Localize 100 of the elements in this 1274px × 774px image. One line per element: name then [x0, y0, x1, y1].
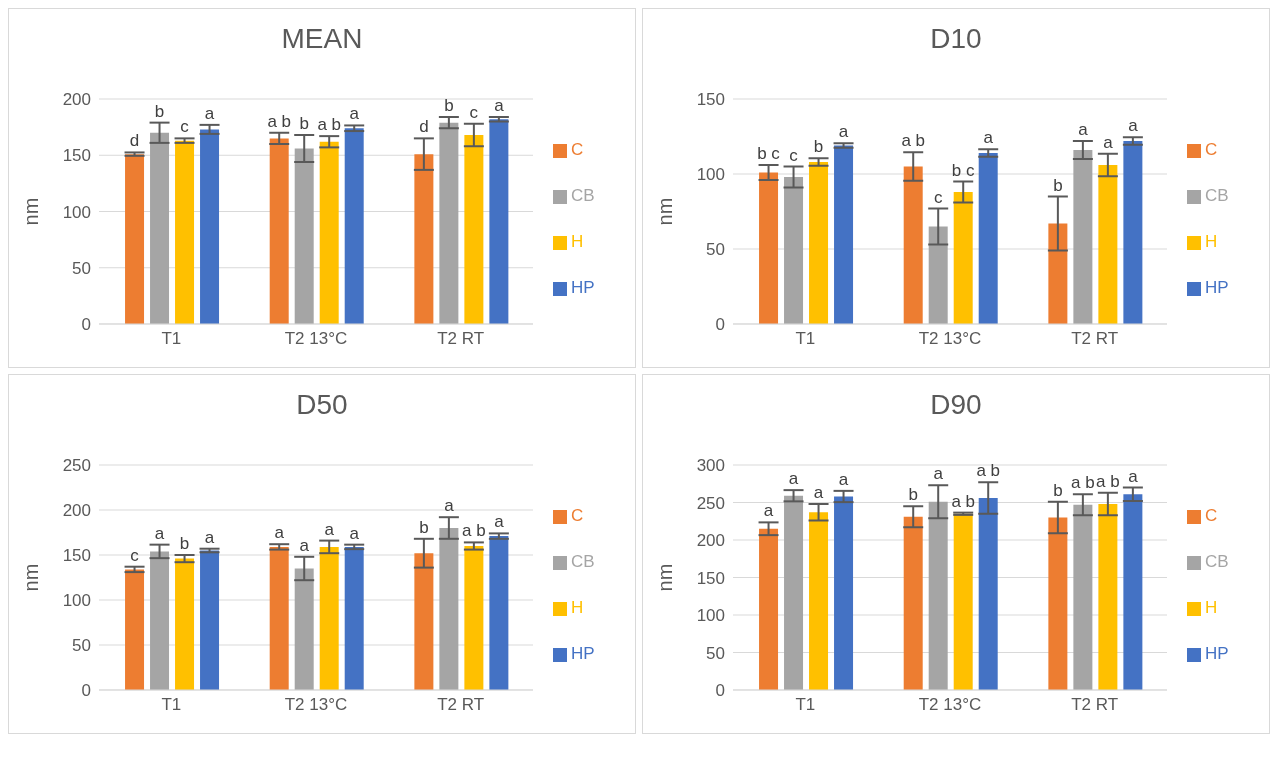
- legend-label: HP: [571, 278, 595, 297]
- bar: [1123, 141, 1143, 324]
- chart-title: D10: [929, 22, 983, 56]
- data-label: a: [1103, 132, 1114, 152]
- bar: [125, 154, 145, 324]
- data-label: a b: [462, 521, 486, 541]
- chart-title: MEAN: [280, 22, 364, 56]
- bar: [344, 128, 364, 324]
- bar: [1123, 494, 1143, 690]
- y-tick-label: 50: [72, 636, 91, 656]
- data-label: a b: [976, 461, 1001, 481]
- data-label: b: [179, 534, 190, 553]
- bar: [489, 119, 509, 324]
- data-label: d: [419, 117, 429, 137]
- data-label: a: [838, 122, 849, 142]
- bar: [319, 141, 339, 324]
- bar: [903, 166, 923, 324]
- data-label: a: [1128, 116, 1139, 136]
- bar: [759, 528, 779, 690]
- bar: [1098, 165, 1118, 324]
- data-label: b: [1053, 175, 1063, 195]
- bar: [294, 148, 314, 324]
- data-label: a: [494, 512, 505, 532]
- y-tick-label: 50: [706, 643, 725, 663]
- data-label: a: [349, 523, 360, 543]
- chart-title: D90: [929, 388, 983, 422]
- y-tick-label: 200: [62, 501, 91, 521]
- bar: [319, 546, 339, 690]
- data-label: b: [419, 517, 429, 537]
- data-label: a: [813, 483, 824, 502]
- bar: [1048, 517, 1068, 690]
- data-label: b c: [757, 144, 781, 163]
- bar: [1073, 150, 1093, 324]
- data-label: a: [788, 469, 799, 489]
- y-tick-label: 0: [81, 315, 91, 335]
- data-label: c: [789, 145, 799, 165]
- bar: [928, 226, 948, 324]
- bar: [1073, 504, 1093, 690]
- data-label: a: [299, 535, 310, 555]
- bar: [439, 528, 459, 690]
- bar: [978, 498, 998, 690]
- y-tick-label: 300: [696, 456, 725, 476]
- y-tick-label: 0: [715, 315, 725, 335]
- data-label: a b: [317, 115, 342, 135]
- x-tick-label: T1: [795, 329, 816, 349]
- x-tick-label: T2 13°C: [918, 329, 982, 349]
- y-tick-label: 0: [715, 681, 725, 701]
- data-label: a: [204, 527, 215, 547]
- legend-label: C: [1205, 140, 1218, 159]
- x-tick-label: T1: [795, 695, 816, 715]
- bar: [953, 192, 973, 324]
- bar: [464, 135, 484, 324]
- data-label: c: [180, 117, 190, 137]
- x-tick-label: T1: [161, 695, 182, 715]
- data-label: a b: [1071, 473, 1095, 493]
- y-tick-label: 250: [696, 493, 725, 513]
- data-label: c: [469, 102, 479, 122]
- data-label: a b: [1096, 471, 1120, 491]
- y-tick-label: 150: [62, 546, 91, 566]
- legend-label: C: [571, 140, 584, 159]
- x-tick-label: T1: [161, 329, 182, 349]
- bar: [344, 546, 364, 690]
- x-tick-label: T2 RT: [1071, 695, 1119, 715]
- y-tick-label: 100: [696, 606, 725, 626]
- legend-label: CB: [571, 186, 595, 205]
- y-tick-label: 200: [696, 531, 725, 551]
- bar: [414, 154, 434, 324]
- data-label: a: [1128, 466, 1139, 486]
- legend-label: H: [571, 598, 584, 617]
- legend-label: H: [571, 232, 584, 251]
- data-label: b: [444, 96, 454, 115]
- data-label: b c: [951, 160, 976, 180]
- legend-label: CB: [571, 552, 595, 571]
- data-label: a: [933, 464, 944, 484]
- data-label: c: [933, 187, 943, 207]
- data-label: b: [813, 137, 824, 157]
- y-axis-title: nm: [654, 563, 677, 592]
- y-tick-label: 50: [706, 240, 725, 260]
- y-tick-label: 50: [72, 258, 91, 278]
- data-label: b: [154, 101, 165, 121]
- bar: [1048, 223, 1068, 324]
- y-tick-label: 100: [62, 202, 91, 222]
- bar: [269, 546, 289, 690]
- data-label: a: [1078, 120, 1089, 139]
- data-label: b: [1053, 480, 1063, 500]
- data-label: a: [494, 96, 505, 115]
- data-label: a b: [267, 111, 292, 131]
- data-label: a: [324, 519, 335, 539]
- bar: [125, 569, 145, 690]
- x-tick-label: T2 RT: [437, 695, 485, 715]
- y-tick-label: 150: [62, 146, 91, 166]
- legend-label: HP: [1205, 278, 1229, 297]
- y-tick-label: 150: [696, 568, 725, 588]
- bar: [928, 501, 948, 690]
- data-label: d: [129, 131, 140, 151]
- bar: [464, 546, 484, 690]
- y-tick-label: 0: [81, 681, 91, 701]
- data-label: c: [130, 545, 140, 565]
- legend-label: H: [1205, 232, 1218, 251]
- data-label: a: [154, 523, 165, 543]
